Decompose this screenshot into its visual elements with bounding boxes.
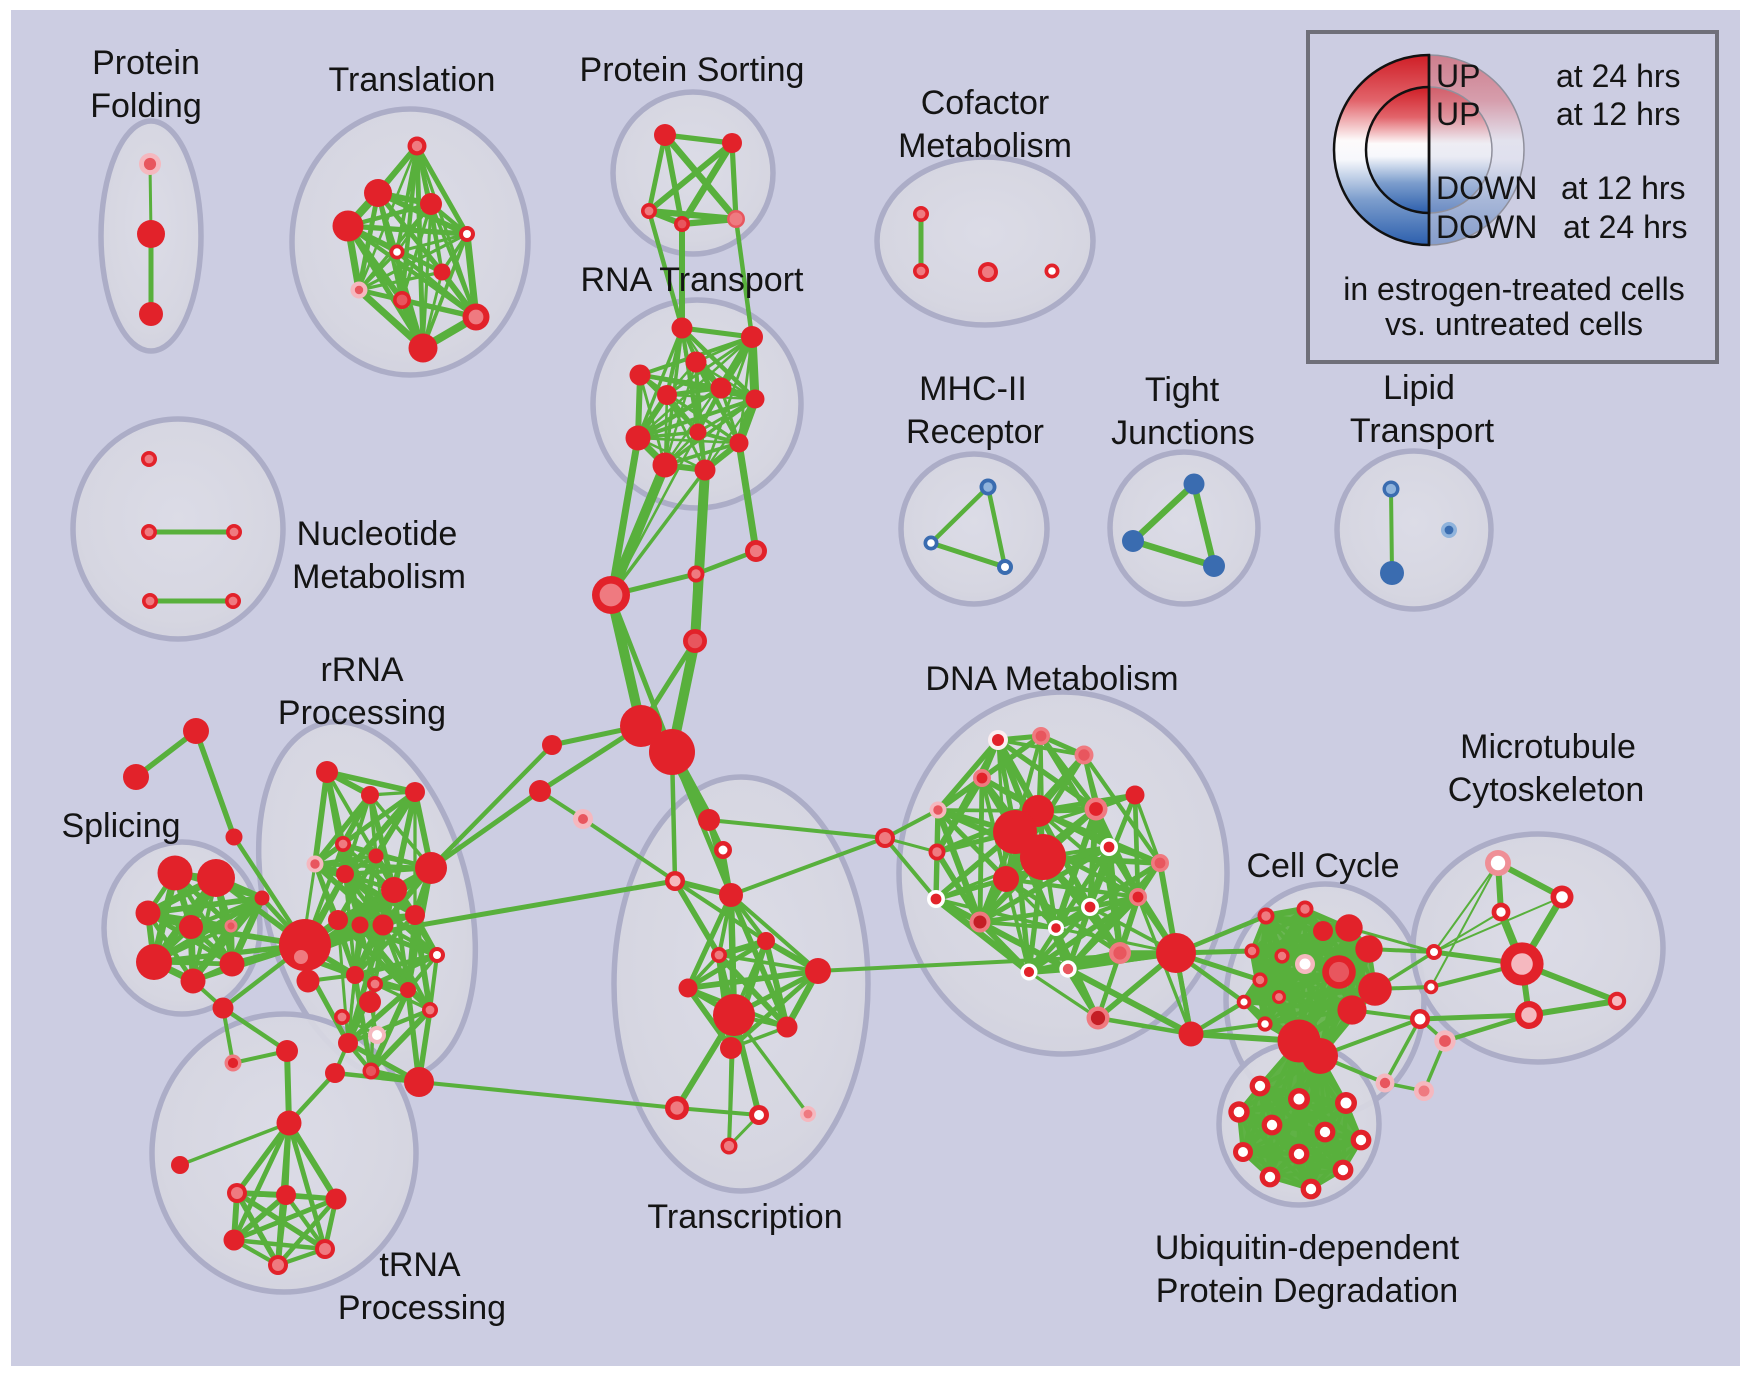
- svg-text:vs. untreated cells: vs. untreated cells: [1385, 306, 1643, 342]
- svg-text:Splicing: Splicing: [61, 807, 180, 845]
- svg-text:Lipid: Lipid: [1383, 369, 1455, 407]
- svg-text:Cytoskeleton: Cytoskeleton: [1448, 771, 1645, 809]
- svg-text:Ubiquitin-dependent: Ubiquitin-dependent: [1155, 1229, 1460, 1267]
- svg-text:Microtubule: Microtubule: [1460, 728, 1636, 766]
- svg-text:Cofactor: Cofactor: [921, 84, 1050, 122]
- svg-text:Protein Sorting: Protein Sorting: [580, 51, 805, 89]
- svg-text:Protein Degradation: Protein Degradation: [1156, 1272, 1458, 1310]
- svg-text:UP: UP: [1436, 96, 1480, 132]
- svg-text:RNA Transport: RNA Transport: [581, 261, 805, 299]
- svg-text:DNA Metabolism: DNA Metabolism: [925, 660, 1178, 698]
- svg-text:Tight: Tight: [1145, 371, 1220, 409]
- svg-text:at 12 hrs: at 12 hrs: [1556, 96, 1681, 132]
- svg-text:DOWN: DOWN: [1436, 170, 1537, 206]
- svg-text:DOWN: DOWN: [1436, 209, 1537, 245]
- svg-text:Folding: Folding: [90, 87, 202, 125]
- svg-text:Transcription: Transcription: [647, 1198, 842, 1236]
- svg-text:MHC-II: MHC-II: [919, 370, 1027, 408]
- svg-text:in estrogen-treated cells: in estrogen-treated cells: [1343, 271, 1685, 307]
- svg-text:Protein: Protein: [92, 44, 200, 82]
- svg-text:Translation: Translation: [329, 61, 496, 99]
- svg-text:UP: UP: [1436, 58, 1480, 94]
- svg-text:at 24 hrs: at 24 hrs: [1556, 58, 1681, 94]
- svg-text:Junctions: Junctions: [1111, 414, 1255, 452]
- svg-text:at 12 hrs: at 12 hrs: [1561, 170, 1686, 206]
- svg-text:tRNA: tRNA: [379, 1246, 461, 1284]
- svg-text:Receptor: Receptor: [906, 413, 1044, 451]
- svg-text:Cell Cycle: Cell Cycle: [1246, 847, 1399, 885]
- svg-text:at 24 hrs: at 24 hrs: [1563, 209, 1688, 245]
- svg-text:Nucleotide: Nucleotide: [297, 515, 458, 553]
- svg-text:Processing: Processing: [278, 694, 446, 732]
- svg-text:Transport: Transport: [1350, 412, 1495, 450]
- svg-text:Metabolism: Metabolism: [292, 558, 466, 596]
- svg-text:Metabolism: Metabolism: [898, 127, 1072, 165]
- svg-text:rRNA: rRNA: [320, 651, 403, 689]
- svg-text:Processing: Processing: [338, 1289, 506, 1327]
